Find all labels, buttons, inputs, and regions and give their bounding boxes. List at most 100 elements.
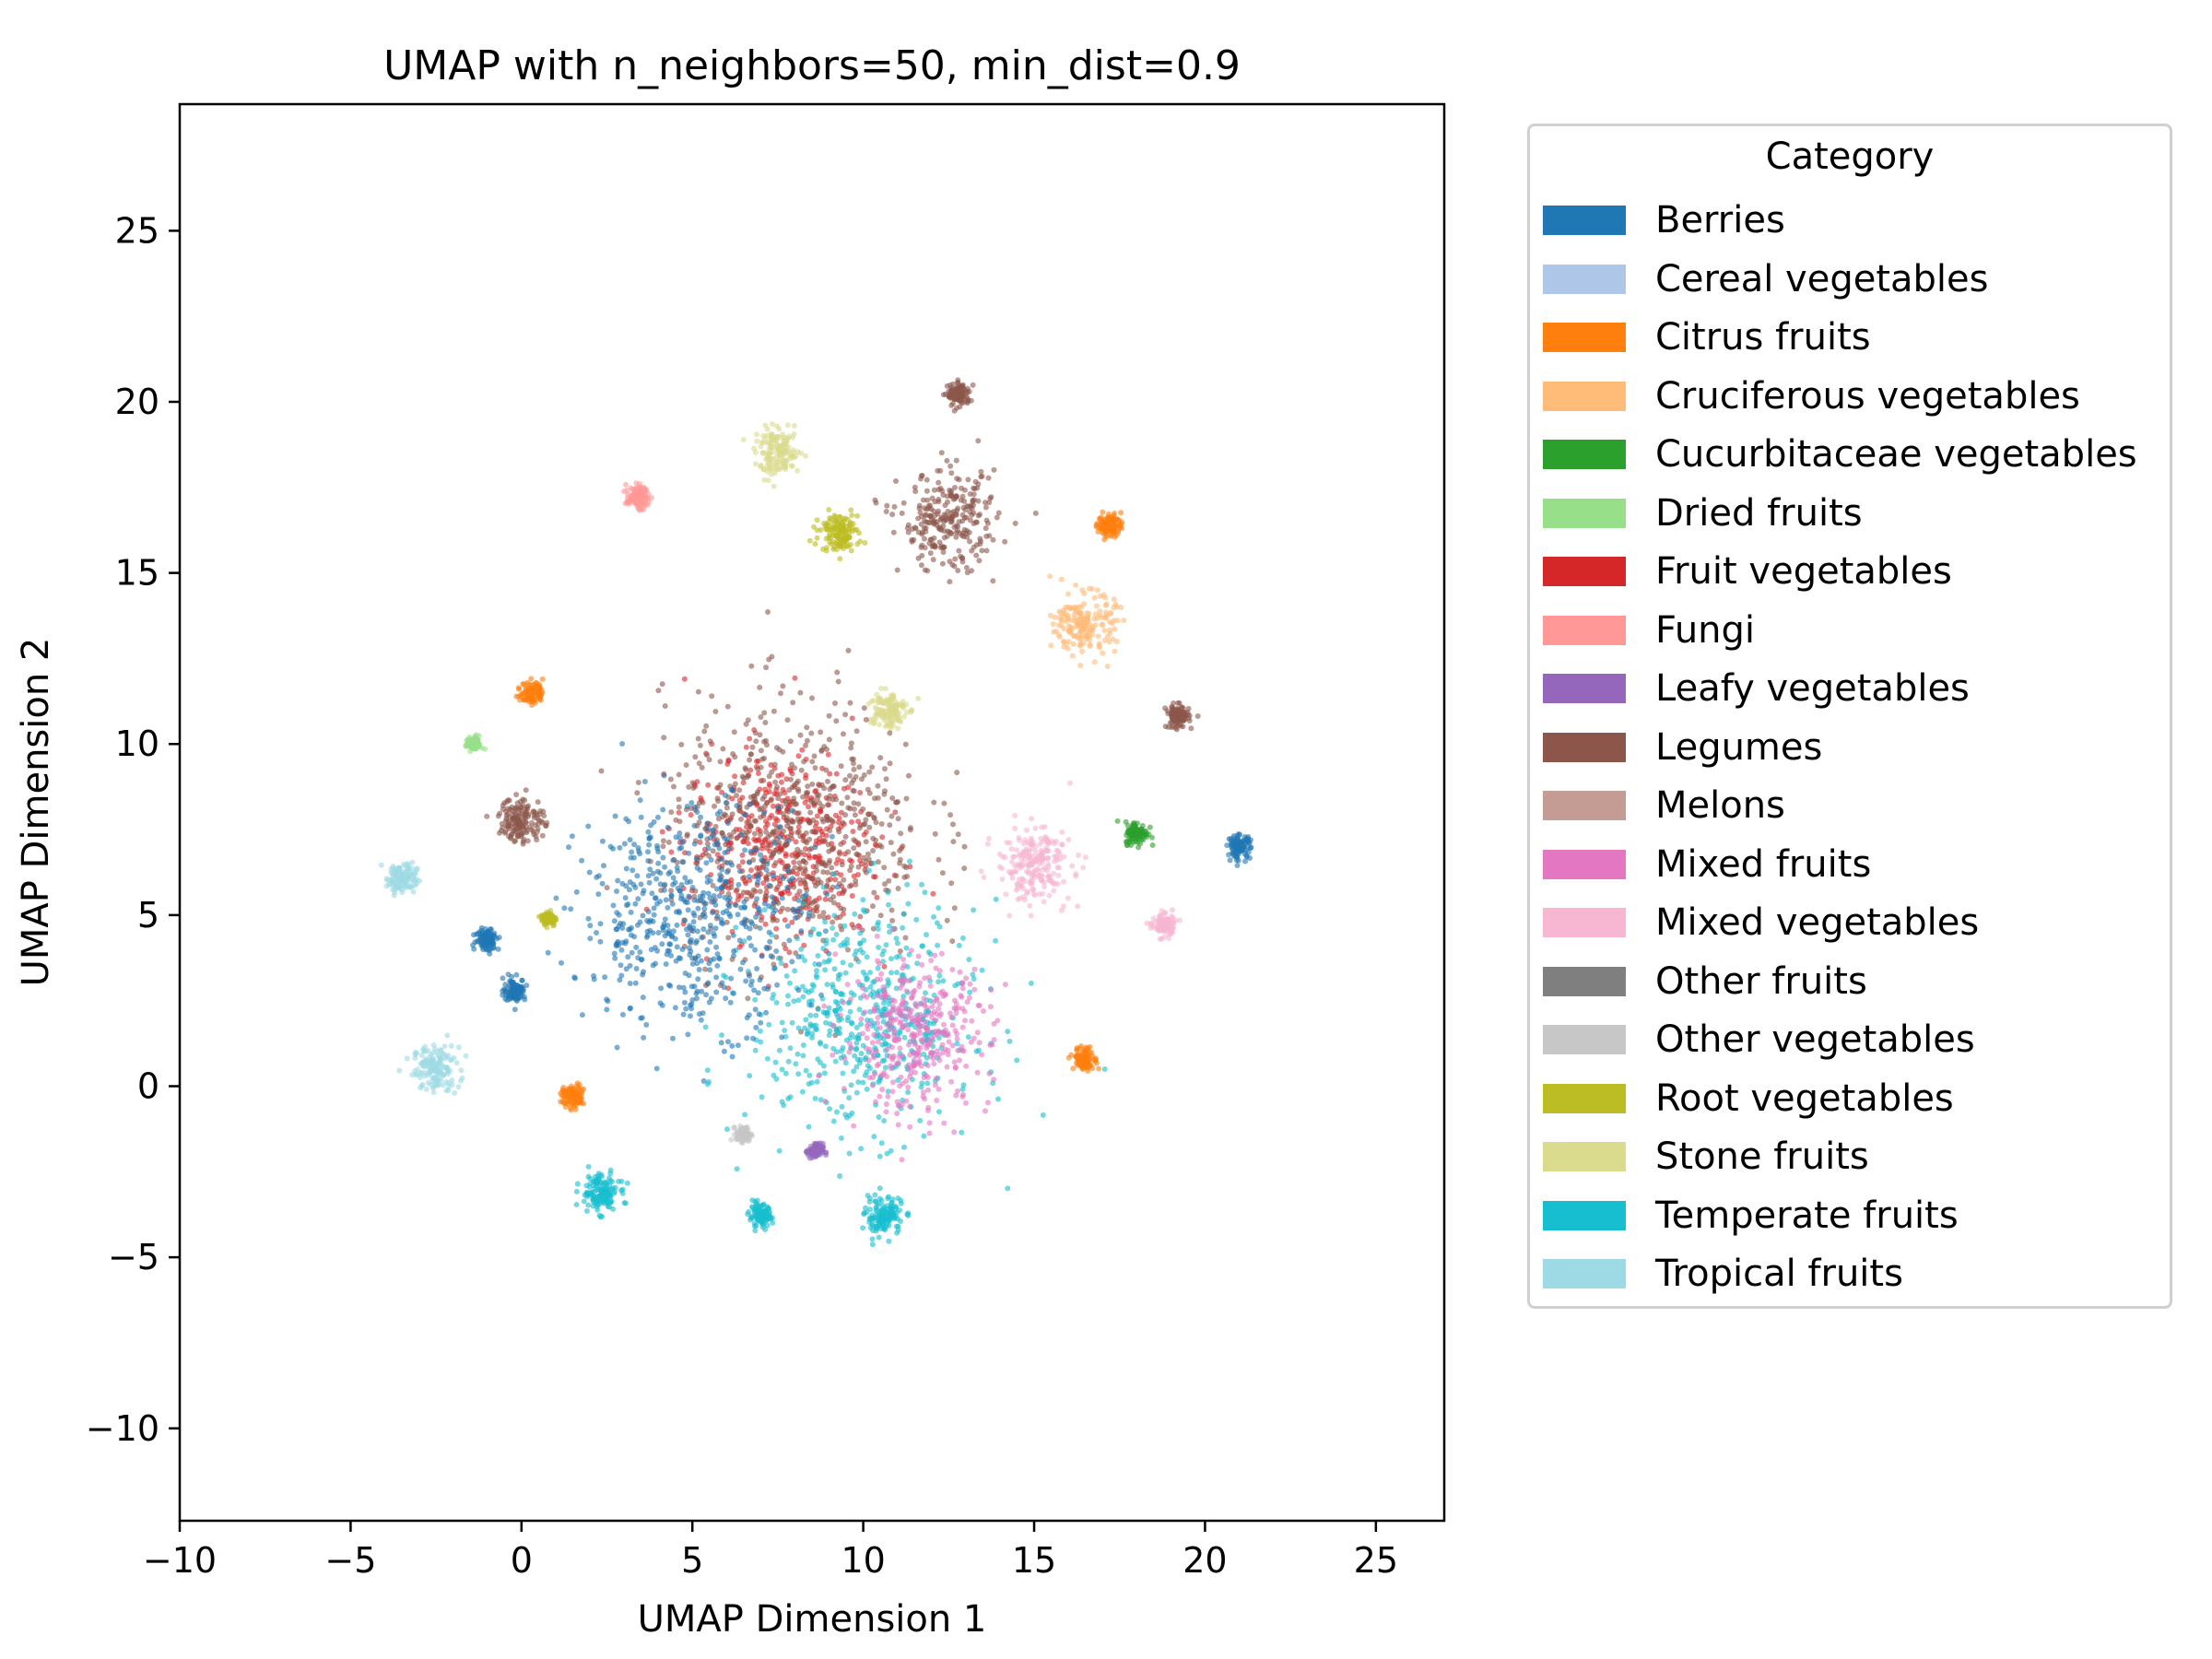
scatter-point [789,818,795,825]
scatter-point [431,1075,438,1081]
scatter-point [828,535,834,541]
scatter-point [822,896,829,902]
scatter-point [931,799,937,806]
scatter-point [728,884,735,890]
scatter-point [484,947,489,953]
scatter-point [1248,844,1254,851]
scatter-point [1068,606,1074,612]
scatter-point [483,929,489,935]
scatter-point [1115,529,1122,535]
scatter-point [786,890,792,897]
scatter-point [823,832,830,839]
scatter-point [1026,861,1032,867]
scatter-point [762,720,769,725]
scatter-point [912,525,919,532]
scatter-point [874,1218,880,1224]
scatter-point [702,1024,709,1030]
scatter-point [770,830,776,836]
scatter-point [1065,645,1071,652]
scatter-point [424,1060,430,1065]
scatter-point [1082,1053,1088,1060]
scatter-point [393,885,399,891]
scatter-point [915,515,922,522]
scatter-point [781,464,787,470]
scatter-point [406,862,412,868]
scatter-point [895,725,901,732]
scatter-point [429,1063,436,1068]
scatter-point [477,929,483,935]
scatter-point [633,480,640,487]
scatter-point [1177,716,1183,723]
scatter-point [1165,711,1171,717]
scatter-point [422,1043,429,1050]
scatter-point [830,900,837,906]
scatter-point [946,388,952,394]
scatter-point [700,799,706,806]
scatter-point [769,431,775,438]
scatter-point [834,526,841,533]
scatter-point [812,541,818,547]
scatter-point [882,788,888,794]
scatter-point [796,888,803,895]
scatter-point [841,731,846,737]
scatter-point [396,1067,403,1074]
scatter-point [883,776,889,782]
scatter-point [820,837,827,843]
scatter-point [774,884,781,890]
scatter-point [939,870,946,877]
scatter-point [832,812,839,818]
scatter-point [747,735,753,742]
scatter-point [1234,863,1241,868]
scatter-point [866,824,873,830]
scatter-point [877,686,884,691]
scatter-point [969,512,975,518]
scatter-point [1103,609,1109,616]
scatter-point [443,1088,450,1094]
scatter-point [864,1086,870,1092]
scatter-point [948,880,955,887]
scatter-point [1149,842,1156,848]
scatter-point [951,905,958,912]
scatter-point [1045,864,1052,870]
scatter-point [955,524,961,530]
scatter-point [759,840,765,846]
scatter-point [840,1070,846,1077]
scatter-point [847,772,853,779]
scatter-point [793,853,799,860]
scatter-point [822,919,829,925]
scatter-point [1235,857,1241,864]
scatter-point [1081,640,1087,646]
scatter-point [478,745,485,751]
scatter-point [792,765,798,771]
scatter-point [1103,615,1110,621]
scatter-point [581,1198,587,1205]
scatter-point [1040,856,1046,863]
scatter-point [759,1094,765,1100]
scatter-point [1058,576,1065,582]
scatter-point [791,859,797,865]
scatter-point [906,772,912,779]
scatter-point [512,838,519,843]
scatter-point [1108,609,1114,616]
scatter-point [890,529,897,535]
scatter-point [739,773,746,780]
scatter-point [738,816,744,822]
scatter-point [404,874,410,880]
scatter-point [1186,718,1193,724]
scatter-point [1040,1112,1046,1118]
scatter-point [742,765,748,771]
scatter-point [596,1196,603,1203]
scatter-point [759,439,765,445]
scatter-point [1162,705,1169,712]
scatter-point [850,756,856,762]
scatter-point [875,1202,880,1208]
scatter-point [880,700,886,707]
scatter-point [830,919,836,925]
scatter-point [914,960,921,967]
scatter-point [583,1208,590,1214]
scatter-point [851,766,857,772]
scatter-point [889,917,896,924]
scatter-point [837,556,843,562]
scatter-point [878,821,885,827]
scatter-point [858,1146,865,1152]
